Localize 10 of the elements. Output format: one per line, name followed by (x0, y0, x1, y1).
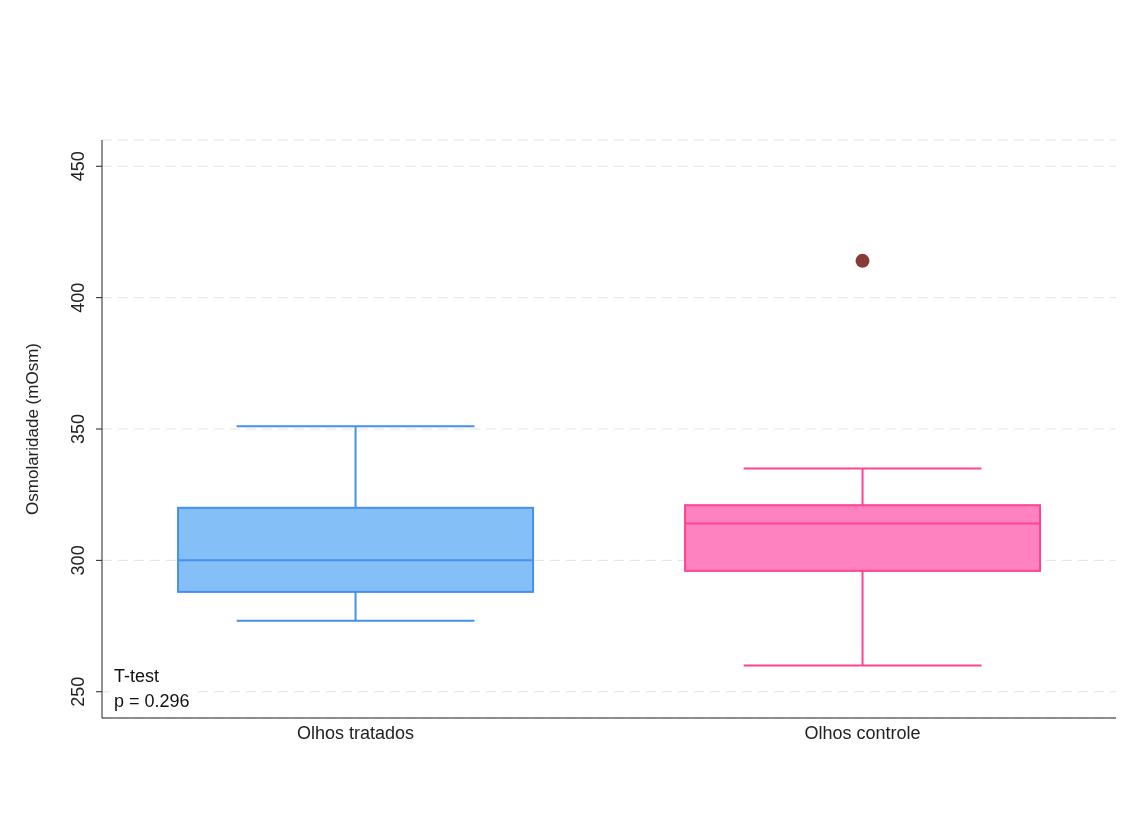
y-tick-label: 300 (68, 545, 88, 576)
y-axis-title: Osmolaridade (mOsm) (23, 343, 43, 515)
y-tick-label: 400 (68, 282, 88, 313)
annotation: T-test (114, 665, 160, 688)
x-tick-label: Olhos controle (804, 722, 921, 743)
y-tick-label: 250 (68, 676, 88, 707)
y-tick-label: 350 (68, 413, 88, 445)
x-tick-label: Olhos tratados (296, 722, 415, 743)
y-tick-label: 450 (68, 151, 88, 182)
annotation: p = 0.296 (114, 690, 190, 713)
